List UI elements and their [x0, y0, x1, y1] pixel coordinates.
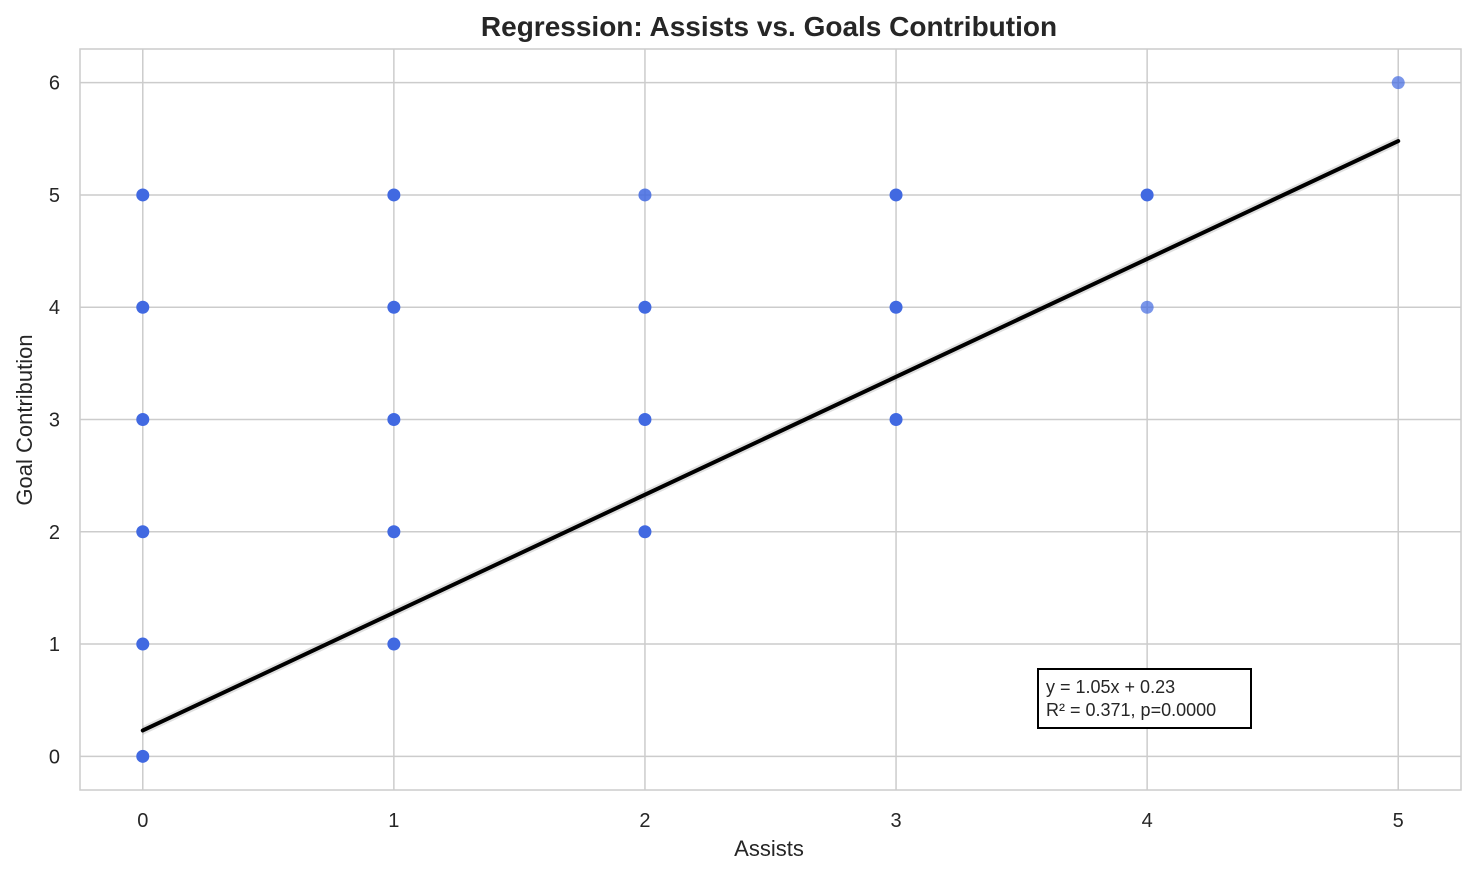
x-axis-label: Assists	[734, 836, 804, 861]
y-tick-label: 1	[49, 634, 60, 656]
data-point	[387, 300, 401, 314]
data-point	[1140, 188, 1154, 202]
data-point	[387, 413, 401, 426]
x-tick-label: 1	[388, 810, 399, 832]
x-tick-label: 2	[639, 810, 650, 832]
plot-area-frame	[79, 48, 1462, 791]
y-axis-label: Goal Contribution	[12, 334, 37, 505]
y-tick-label: 3	[49, 410, 60, 432]
data-point	[889, 413, 903, 426]
x-tick-label: 5	[1393, 810, 1404, 832]
data-point	[136, 525, 150, 539]
y-tick-label: 4	[49, 297, 60, 319]
y-tick-label: 6	[49, 73, 60, 95]
chart-title: Regression: Assists vs. Goals Contributi…	[481, 11, 1057, 42]
data-point	[638, 525, 652, 539]
regression-stats-box: y = 1.05x + 0.23 R² = 0.371, p=0.0000	[1037, 668, 1252, 729]
x-tick-label: 3	[890, 810, 901, 832]
data-point	[136, 637, 150, 651]
data-point	[136, 188, 150, 202]
x-tick-label: 4	[1142, 810, 1153, 832]
data-point	[638, 188, 652, 202]
data-point	[387, 525, 401, 539]
data-point	[136, 413, 150, 426]
y-tick-label: 0	[49, 746, 60, 768]
annotation-frame	[1037, 668, 1252, 729]
y-tick-label: 5	[49, 185, 60, 207]
grid-lines	[80, 49, 1461, 790]
regression-line-group	[140, 136, 1401, 735]
equation-text: y = 1.05x + 0.23	[1046, 677, 1175, 697]
data-point	[1140, 300, 1154, 314]
data-point	[1391, 76, 1405, 90]
data-point	[638, 300, 652, 314]
data-point	[889, 188, 903, 202]
y-tick-label: 2	[49, 522, 60, 544]
data-point	[638, 413, 652, 426]
data-point	[136, 749, 150, 763]
regression-line	[140, 139, 1401, 733]
x-tick-label: 0	[137, 810, 148, 832]
data-point	[889, 300, 903, 314]
data-point	[387, 188, 401, 202]
data-point	[387, 637, 401, 651]
data-points	[136, 76, 1405, 763]
tick-labels: 0 1 2 3 4 5 0 1 2 3 4 5 6	[49, 73, 1404, 832]
data-point	[136, 300, 150, 314]
r-squared-text: R² = 0.371, p=0.0000	[1046, 700, 1216, 720]
